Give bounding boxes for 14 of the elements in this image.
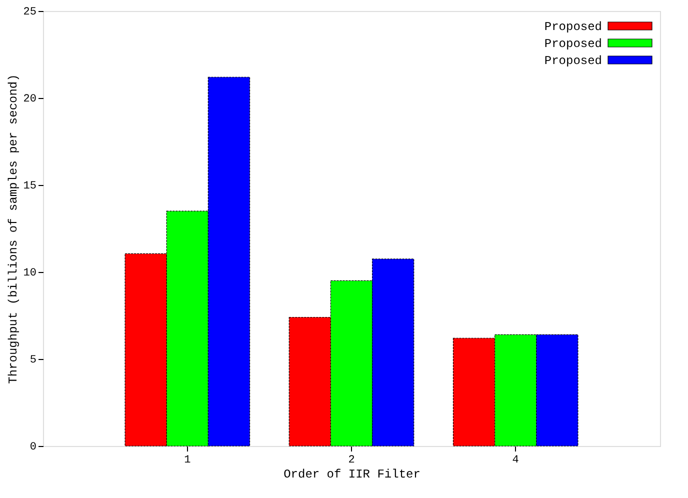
legend-label: Proposed (544, 54, 602, 68)
y-tick-label: 25 (23, 6, 36, 18)
legend-label: Proposed (544, 20, 602, 34)
y-axis-title: Throughput (billions of samples per second) (6, 74, 20, 384)
x-axis-title: Order of IIR Filter (284, 468, 420, 482)
y-tick-label: 10 (23, 268, 36, 280)
x-tick-label: 2 (348, 454, 355, 466)
y-tick-label: 20 (23, 94, 36, 106)
legend-label: Proposed (544, 37, 602, 51)
y-tick-label: 5 (30, 354, 36, 366)
x-tick-label: 1 (184, 454, 192, 466)
y-tick-label: 0 (30, 442, 36, 454)
x-tick-label: 4 (512, 454, 520, 466)
y-tick-label: 15 (23, 180, 36, 192)
